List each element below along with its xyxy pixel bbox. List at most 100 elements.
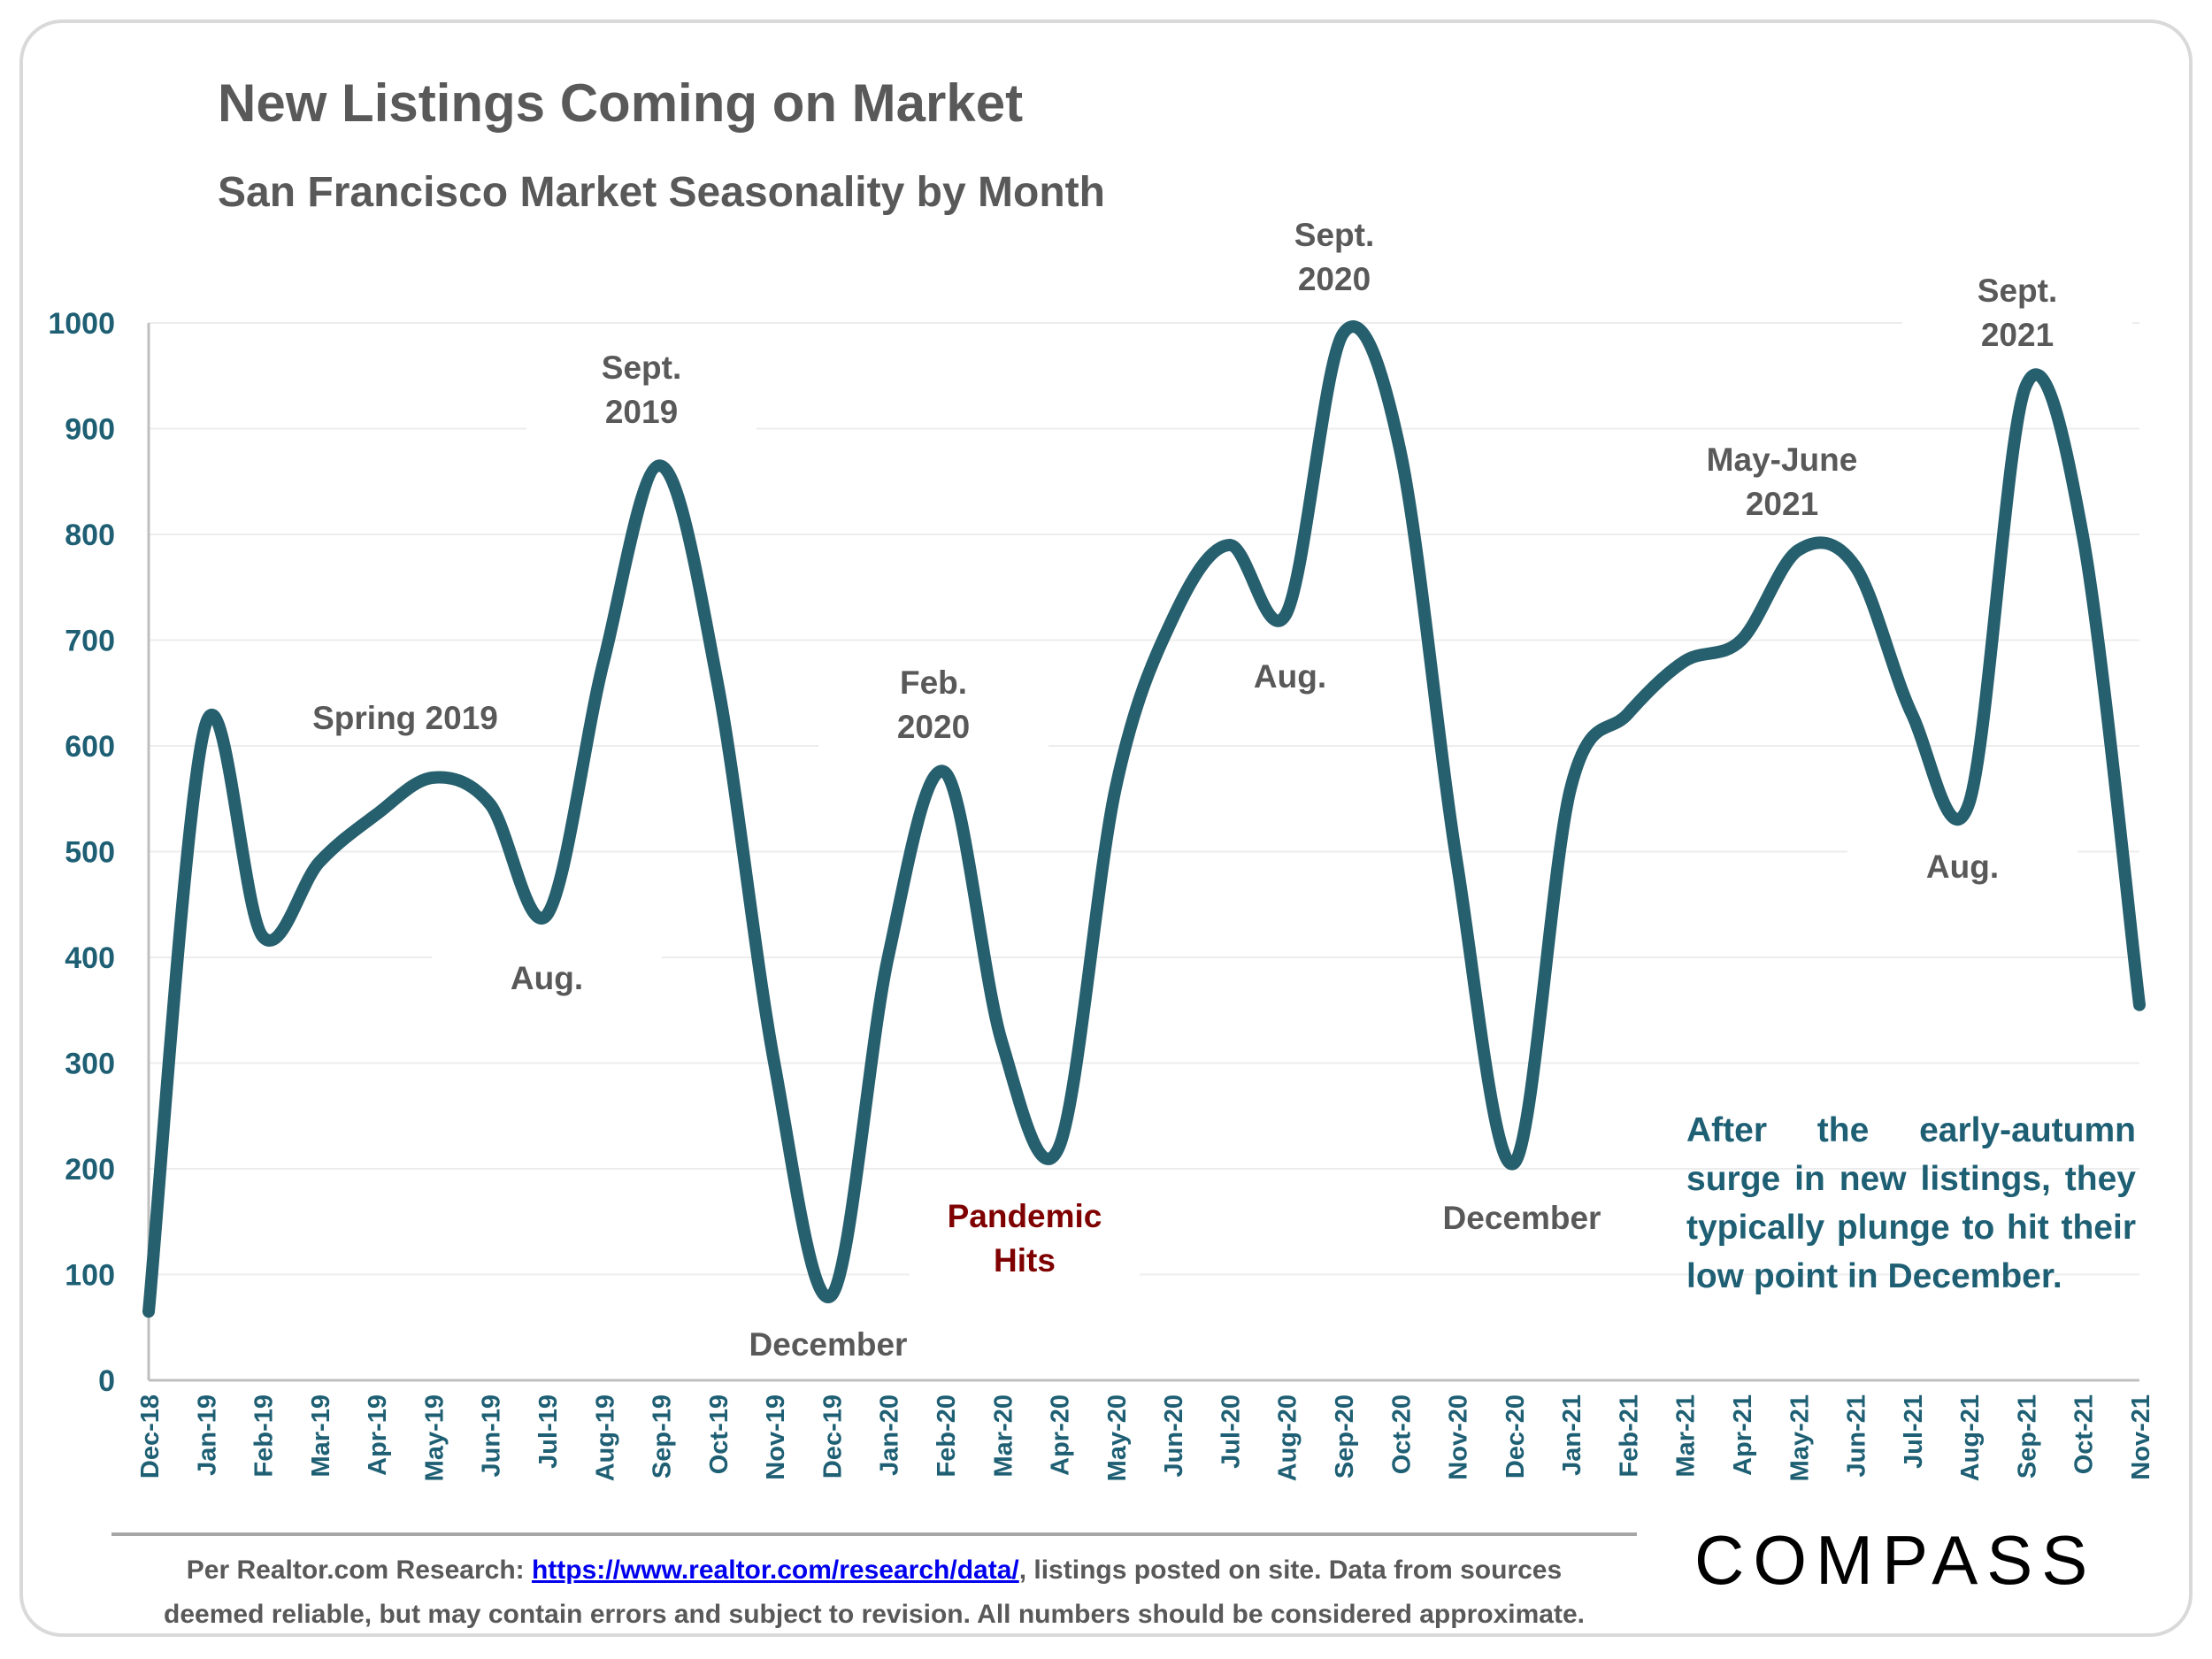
data-point xyxy=(1962,798,1975,810)
x-tick-label: May-21 xyxy=(1786,1394,1814,1481)
x-axis-tick-labels: Dec-18 Jan-19 Feb-19 Mar-19 Apr-19 May-19 Jun-… xyxy=(136,1394,2155,1481)
source-note: Per Realtor.com Research: https://www.re… xyxy=(111,1548,1637,1637)
x-tick-label: Jan-20 xyxy=(876,1394,904,1476)
annotation-backdrop xyxy=(1667,434,1897,529)
annotation-backdrop xyxy=(910,1190,1140,1286)
data-point xyxy=(313,856,326,868)
data-point xyxy=(1621,708,1633,720)
y-tick-label: 500 xyxy=(65,836,115,870)
y-tick-label: 300 xyxy=(65,1048,115,1081)
x-tick-label: Nov-21 xyxy=(2127,1394,2155,1480)
annotations: Spring 2019 Aug. Sept. 2019 December Feb. 2020… xyxy=(290,209,2132,1370)
annotation-label: May-June 2021 xyxy=(1707,442,1858,522)
compass-logo: COMPASS xyxy=(1694,1521,2097,1599)
y-tick-label: 800 xyxy=(65,518,115,552)
x-tick-label: Jun-20 xyxy=(1160,1394,1188,1477)
annotation-label: Sept. 2019 xyxy=(602,349,681,430)
annotation-label: Feb. 2020 xyxy=(897,664,970,745)
x-tick-label: Jan-19 xyxy=(193,1394,221,1476)
data-point xyxy=(1280,608,1293,620)
x-tick-label: Jun-21 xyxy=(1843,1394,1871,1477)
y-axis-tick-labels: 0 100 200 300 400 500 600 700 800 900 1000 xyxy=(48,307,115,1398)
x-tick-label: Jul-21 xyxy=(1900,1394,1928,1469)
x-tick-label: Jun-19 xyxy=(478,1394,506,1477)
source-link[interactable]: https://www.realtor.com/research/data/ xyxy=(531,1555,1019,1585)
source-line1-suffix: , listings posted on site. Data from sou… xyxy=(1018,1555,1563,1585)
annotation-backdrop xyxy=(432,952,662,1003)
data-point xyxy=(2077,528,2089,541)
x-tick-label: Jul-20 xyxy=(1217,1394,1245,1469)
chart-title: New Listings Coming on Market xyxy=(218,73,1024,133)
data-point xyxy=(1223,539,1235,551)
source-prefix: Per Realtor.com Research: xyxy=(186,1555,525,1585)
series-line-new-listings xyxy=(142,320,2146,1318)
data-point xyxy=(1508,1157,1520,1170)
x-tick-label: Sep-21 xyxy=(2013,1394,2041,1479)
data-point xyxy=(1451,856,1463,868)
annotation-backdrop xyxy=(1847,841,2078,892)
data-point xyxy=(257,930,269,942)
data-point xyxy=(541,909,553,921)
annotation-label: Aug. xyxy=(511,960,583,996)
x-tick-label: Mar-20 xyxy=(989,1394,1018,1478)
data-point xyxy=(2019,380,2032,393)
annotation-label: Sept. 2020 xyxy=(1294,217,1374,297)
x-tick-label: Dec-20 xyxy=(1502,1394,1530,1479)
y-tick-label: 0 xyxy=(98,1364,115,1398)
x-tick-label: Jul-19 xyxy=(534,1394,563,1469)
data-point xyxy=(370,809,382,821)
annotation-label: December xyxy=(1443,1200,1601,1236)
chart-subtitle: San Francisco Market Seasonality by Mont… xyxy=(218,169,1105,216)
annotation-backdrop xyxy=(1407,1192,1637,1243)
data-point xyxy=(142,1305,155,1317)
y-tick-label: 600 xyxy=(65,730,115,764)
x-tick-label: Jan-21 xyxy=(1558,1394,1586,1476)
x-tick-label: Apr-20 xyxy=(1047,1394,1075,1476)
y-tick-label: 1000 xyxy=(48,307,115,341)
x-tick-label: Sep-19 xyxy=(649,1394,677,1479)
x-tick-label: Feb-19 xyxy=(250,1394,279,1477)
x-tick-label: Aug-20 xyxy=(1274,1394,1302,1481)
data-point xyxy=(1792,544,1804,557)
x-tick-label: May-19 xyxy=(420,1394,449,1481)
annotation-label: December xyxy=(749,1326,908,1363)
data-point xyxy=(1678,655,1691,667)
data-point xyxy=(1110,782,1122,795)
callout-text: After the early-autumn surge in new list… xyxy=(1686,1111,2136,1295)
data-point xyxy=(1166,613,1179,626)
data-point xyxy=(655,459,667,472)
annotation-label: Sept. 2021 xyxy=(1978,273,2057,353)
x-tick-label: Aug-21 xyxy=(1956,1394,1985,1481)
data-point xyxy=(1053,1141,1065,1154)
gridlines xyxy=(149,322,2139,1276)
x-tick-label: Dec-19 xyxy=(818,1394,847,1479)
x-tick-label: Oct-20 xyxy=(1387,1394,1416,1474)
annotation-backdrop xyxy=(1219,209,1449,304)
data-point xyxy=(1337,327,1349,340)
annotation-label: Spring 2019 xyxy=(312,700,498,736)
data-point xyxy=(939,766,951,779)
annotation-backdrop xyxy=(713,1318,943,1370)
data-point xyxy=(199,718,211,731)
y-tick-label: 200 xyxy=(65,1153,115,1187)
data-point xyxy=(426,772,439,784)
y-tick-label: 400 xyxy=(65,941,115,975)
x-tick-label: Aug-19 xyxy=(591,1394,619,1481)
x-tick-label: Oct-19 xyxy=(705,1394,733,1474)
data-point xyxy=(484,798,496,810)
x-tick-label: May-20 xyxy=(1103,1394,1132,1481)
data-point xyxy=(1735,634,1747,647)
x-tick-label: Oct-21 xyxy=(2070,1394,2099,1474)
x-tick-label: Mar-19 xyxy=(307,1394,335,1478)
annotation-backdrop xyxy=(818,657,1048,752)
x-tick-label: Sep-20 xyxy=(1331,1394,1359,1479)
x-tick-label: Nov-20 xyxy=(1445,1394,1473,1480)
x-tick-label: Apr-19 xyxy=(364,1394,392,1476)
x-tick-label: Dec-18 xyxy=(136,1394,165,1479)
annotation-label: Aug. xyxy=(1254,658,1326,695)
x-tick-label: Feb-21 xyxy=(1615,1394,1643,1477)
annotation-backdrop xyxy=(290,692,520,743)
x-tick-label: Mar-21 xyxy=(1672,1394,1701,1478)
data-point xyxy=(768,1057,780,1070)
data-point xyxy=(1849,560,1862,572)
